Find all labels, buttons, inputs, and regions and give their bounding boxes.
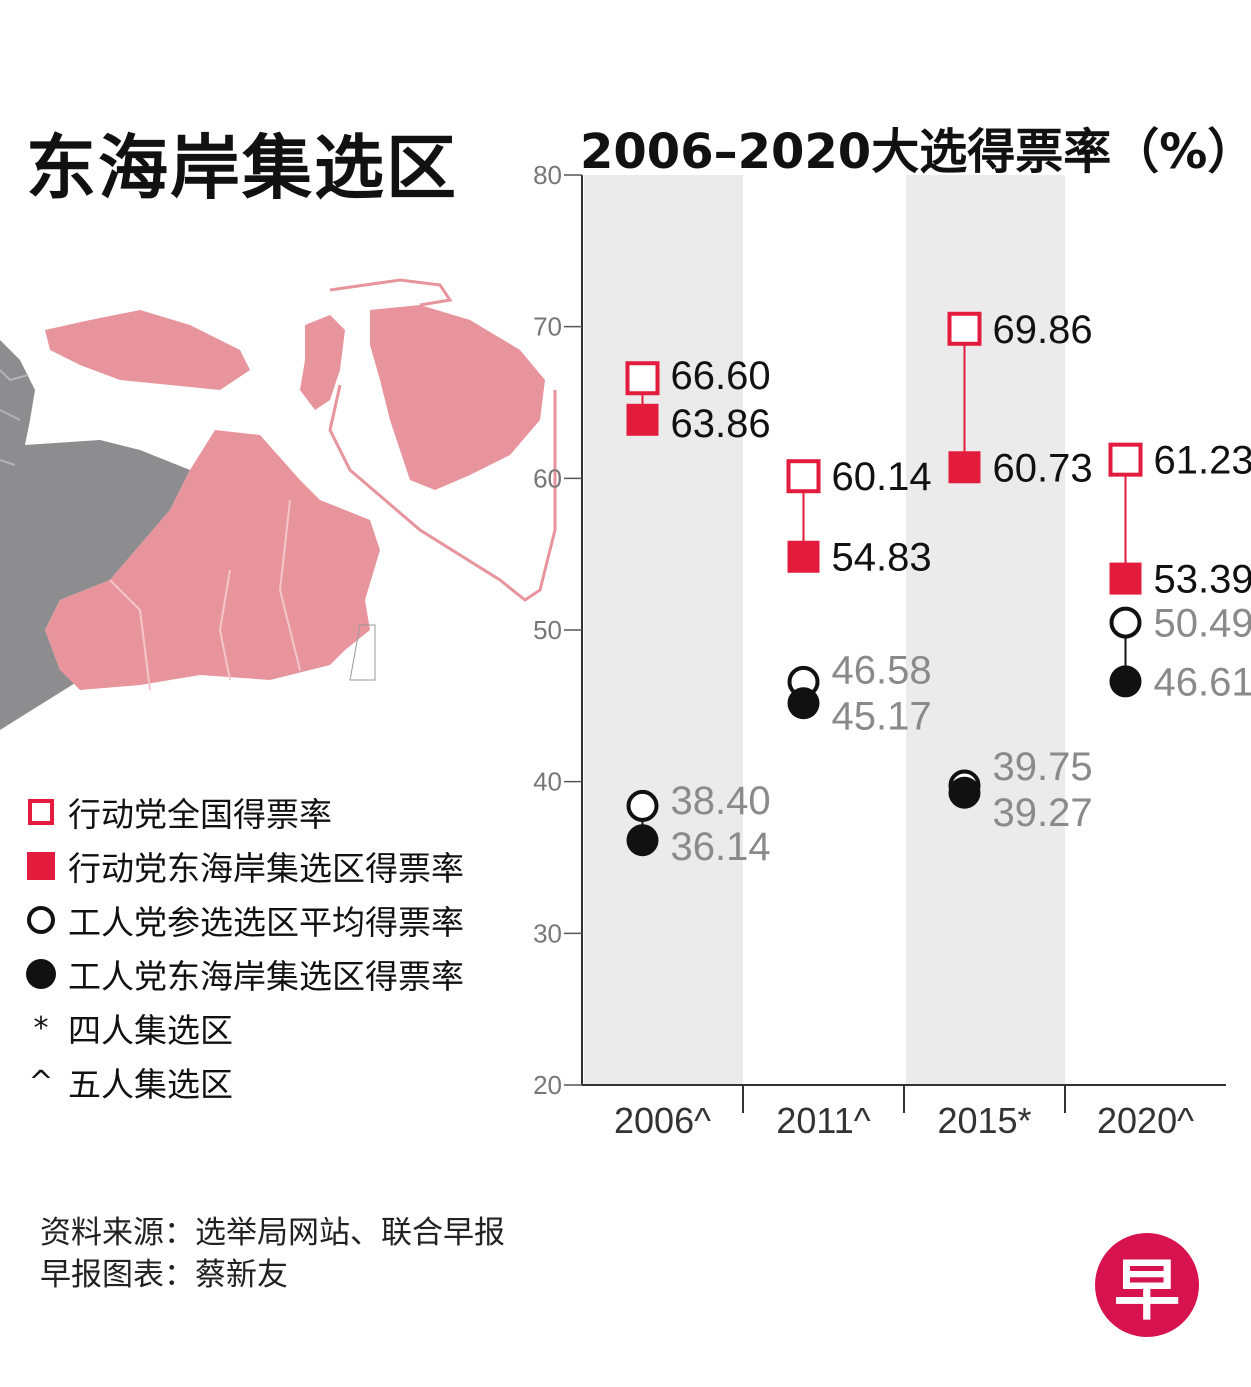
point-wp-average	[626, 789, 659, 822]
page-title: 东海岸集选区	[26, 127, 458, 209]
point-wp-eastcoast	[787, 687, 820, 720]
x-tick-label: 2015*	[937, 1100, 1031, 1141]
y-tick-label: 30	[533, 918, 562, 948]
point-wp-average	[1109, 606, 1142, 639]
legend-label: 工人党东海岸集选区得票率	[68, 957, 464, 996]
y-tick-label: 20	[533, 1070, 562, 1100]
legend-item-wp-eastcoast: 工人党东海岸集选区得票率	[24, 947, 464, 1001]
label-wp-average: 46.58	[832, 649, 932, 693]
open-square-icon	[28, 799, 54, 825]
label-wp-average: 39.75	[993, 745, 1093, 789]
point-pap-eastcoast	[626, 403, 659, 436]
filled-circle-icon	[26, 959, 56, 989]
shaded-band	[584, 175, 743, 1085]
point-pap-national	[1108, 442, 1143, 477]
y-tick-label: 80	[533, 160, 562, 190]
label-wp-eastcoast: 46.61	[1154, 660, 1251, 704]
point-wp-eastcoast	[626, 824, 659, 857]
point-pap-national	[625, 361, 660, 396]
legend-item-five-member: ^ 五人集选区	[24, 1055, 464, 1109]
point-pap-eastcoast	[787, 540, 820, 573]
label-wp-average: 38.40	[671, 779, 771, 823]
point-wp-eastcoast	[948, 776, 981, 809]
legend-label: 四人集选区	[68, 1011, 233, 1050]
point-pap-eastcoast	[1109, 562, 1142, 595]
legend-item-pap-national: 行动党全国得票率	[24, 785, 464, 839]
map-illustration	[0, 278, 557, 730]
label-pap-eastcoast: 63.86	[671, 402, 771, 446]
label-wp-eastcoast: 36.14	[671, 825, 771, 869]
y-tick-label: 70	[533, 312, 562, 342]
label-pap-eastcoast: 60.73	[993, 446, 1093, 490]
source-line: 资料来源：选举局网站、联合早报	[40, 1215, 505, 1251]
legend: 行动党全国得票率 行动党东海岸集选区得票率 工人党参选选区平均得票率 工人党东海…	[24, 785, 464, 1109]
legend-item-wp-average: 工人党参选选区平均得票率	[24, 893, 464, 947]
map-district-main	[45, 430, 380, 690]
legend-label: 工人党参选选区平均得票率	[68, 903, 464, 942]
label-pap-eastcoast: 53.39	[1154, 558, 1251, 602]
credit-line: 早报图表：蔡新友	[40, 1257, 288, 1293]
filled-square-icon	[27, 852, 55, 880]
map-island-right	[370, 305, 545, 490]
caret-icon: ^	[28, 1064, 54, 1100]
point-wp-eastcoast	[1109, 665, 1142, 698]
y-tick-label: 50	[533, 615, 562, 645]
shaded-band	[906, 175, 1065, 1085]
open-circle-icon	[27, 906, 55, 934]
label-pap-eastcoast: 54.83	[832, 536, 932, 580]
map-island-small	[300, 315, 345, 410]
legend-item-pap-eastcoast: 行动党东海岸集选区得票率	[24, 839, 464, 893]
x-tick-label: 2011^	[776, 1100, 870, 1141]
x-tick-label: 2020^	[1097, 1100, 1194, 1141]
x-tick-label: 2006^	[614, 1100, 711, 1141]
label-pap-national: 60.14	[832, 455, 932, 499]
label-pap-national: 69.86	[993, 308, 1093, 352]
zaobao-logo: 早	[1095, 1233, 1199, 1337]
y-tick-label: 40	[533, 767, 562, 797]
legend-label: 行动党全国得票率	[68, 795, 332, 834]
label-wp-eastcoast: 45.17	[832, 695, 932, 739]
legend-label: 五人集选区	[68, 1065, 233, 1104]
point-pap-national	[786, 459, 821, 494]
label-wp-eastcoast: 39.27	[993, 791, 1093, 835]
chart-title: 2006–2020大选得票率（%）	[580, 124, 1251, 180]
source-notes: 资料来源：选举局网站、联合早报 早报图表：蔡新友	[40, 1212, 505, 1296]
legend-label: 行动党东海岸集选区得票率	[68, 849, 464, 888]
point-pap-eastcoast	[948, 451, 981, 484]
legend-item-four-member: * 四人集选区	[24, 1001, 464, 1055]
label-wp-average: 50.49	[1154, 602, 1251, 646]
label-pap-national: 61.23	[1154, 439, 1251, 483]
y-tick-label: 60	[533, 463, 562, 493]
map-grey-land	[0, 340, 190, 730]
point-pap-national	[947, 311, 982, 346]
asterisk-icon: *	[33, 1010, 49, 1046]
map-island-left	[45, 310, 250, 390]
label-pap-national: 66.60	[671, 354, 771, 398]
